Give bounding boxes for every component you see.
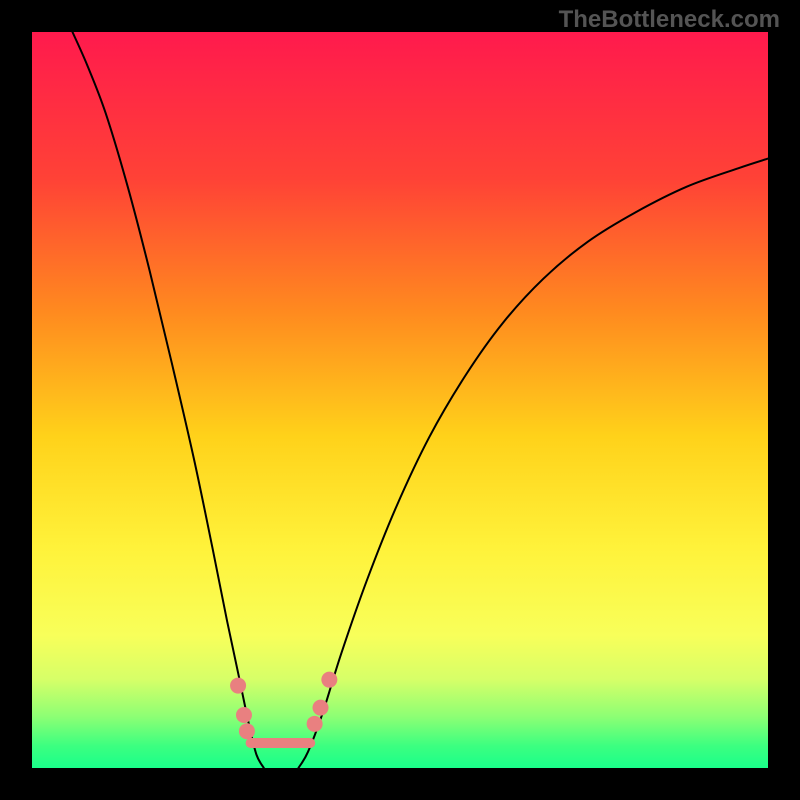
- curve-marker: [321, 672, 337, 688]
- chart-frame: TheBottleneck.com: [0, 0, 800, 800]
- curve-right-branch: [298, 159, 768, 768]
- curve-marker: [239, 723, 255, 739]
- plot-area: [32, 32, 768, 768]
- curve-marker: [230, 678, 246, 694]
- curve-marker: [313, 700, 329, 716]
- watermark-text: TheBottleneck.com: [559, 6, 780, 34]
- curve-marker: [236, 707, 252, 723]
- curve-left-branch: [72, 32, 263, 768]
- curve-marker: [307, 716, 323, 732]
- curve-layer: [32, 32, 768, 768]
